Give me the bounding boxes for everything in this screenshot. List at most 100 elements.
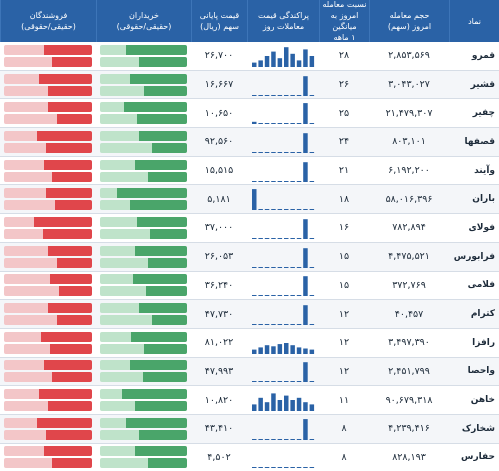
sellers-cell <box>0 444 96 471</box>
distribution-bar <box>303 467 308 469</box>
distribution-bar <box>309 324 315 326</box>
distribution-bar <box>284 381 289 383</box>
sellers-bar <box>4 389 92 400</box>
table-row[interactable]: وآیند ۶,۱۹۲,۲۰۰ ۲۱ ۱۵,۵۱۵ <box>0 157 499 186</box>
price-cell: ۳۷,۰۰۰ <box>204 222 234 234</box>
distribution-chart <box>252 342 315 354</box>
sellers-count-bar-legal <box>4 56 53 67</box>
table-row[interactable]: واحصا ۲,۴۵۱,۷۹۹ ۱۲ ۴۷,۹۹۳ <box>0 357 499 387</box>
distribution-bar <box>277 209 283 211</box>
buyers-bar <box>100 446 187 457</box>
header-buyers[interactable]: خریداران (حقیقی/حقوقی) <box>96 0 191 42</box>
sellers-bar <box>4 188 92 199</box>
table-row[interactable]: قصفها ۸۰۳,۱۰۱ ۲۴ ۹۲,۵۶۰ <box>0 128 499 157</box>
sellers-bar <box>4 130 92 141</box>
table-row[interactable]: شخارک ۴,۲۳۹,۴۱۶ ۸ ۴۳,۴۱۰ <box>0 414 499 444</box>
price-cell: ۸۱,۰۲۲ <box>204 337 234 349</box>
sellers-count-bar-real <box>52 458 92 469</box>
sellers-cell <box>0 99 96 127</box>
buyers-count-bar-legal <box>100 315 153 326</box>
sellers-bar <box>4 44 92 55</box>
ratio-cell: ۲۵ <box>338 107 350 119</box>
ratio-cell: ۲۱ <box>338 165 350 177</box>
distribution-bar <box>271 209 276 211</box>
buyers-count-bar <box>100 171 187 182</box>
table-row[interactable]: فرابورس ۴,۴۷۵,۵۲۱ ۱۵ ۲۶,۰۵۳ <box>0 242 499 272</box>
sellers-bar-legal <box>4 159 44 170</box>
sellers-bar-legal <box>4 44 44 55</box>
distribution-chart <box>252 189 315 211</box>
header-volume[interactable]: حجم معامله امروز (سهم) <box>369 0 449 42</box>
sellers-count-bar <box>4 458 92 469</box>
volume-cell: ۳,۴۹۷,۳۹۰ <box>388 337 430 349</box>
buyers-count-bar-legal <box>100 142 153 153</box>
buyers-count-bar <box>100 56 187 67</box>
table-row[interactable]: قشیر ۳,۰۴۳,۰۲۷ ۲۶ ۱۶,۶۶۷ <box>0 70 499 100</box>
header-distribution[interactable]: پراکندگی قیمت معاملات روز <box>247 0 319 42</box>
buyers-bar-legal <box>100 360 130 371</box>
distribution-bar <box>284 295 289 297</box>
distribution-bar <box>277 266 283 268</box>
sellers-bar-real <box>46 188 92 199</box>
buyers-bar-real <box>133 274 187 285</box>
sellers-bar <box>4 303 92 314</box>
distribution-bar <box>296 295 302 297</box>
sellers-cell <box>0 243 96 271</box>
distribution-bar <box>252 180 257 182</box>
buyers-count-bar-real <box>139 429 187 440</box>
table-row[interactable]: فولای ۷۸۲,۸۹۴ ۱۶ ۳۷,۰۰۰ <box>0 214 499 243</box>
table-row[interactable]: خاهن ۹۰,۶۷۹,۳۱۸ ۱۱ ۱۰,۸۲۰ <box>0 386 499 415</box>
header-ratio[interactable]: نسبت معامله امروز به میانگین ۱ ماهه <box>319 0 369 42</box>
price-cell: ۴۳,۴۱۰ <box>204 423 234 435</box>
sellers-count-bar-legal <box>4 257 57 268</box>
buyers-bar-legal <box>100 331 132 342</box>
distribution-cell <box>247 42 319 70</box>
distribution-bar <box>290 94 295 96</box>
distribution-bar <box>303 418 308 440</box>
distribution-bar <box>290 344 295 354</box>
distribution-bar <box>271 266 276 268</box>
buyers-count-bar <box>100 142 187 153</box>
sellers-bar <box>4 73 92 84</box>
table-row[interactable]: چفیر ۲۱,۴۷۹,۳۰۷ ۲۵ ۱۰,۶۵۰ <box>0 99 499 129</box>
sellers-bar-legal <box>4 274 50 285</box>
buyers-bar-legal <box>100 216 137 227</box>
price-cell: ۹۲,۵۶۰ <box>204 136 234 148</box>
distribution-bar <box>264 438 270 440</box>
volume-cell: ۲,۴۵۱,۷۹۹ <box>388 365 430 377</box>
distribution-bar <box>277 151 283 153</box>
table-row[interactable]: باران ۵۸,۰۱۶,۳۹۶ ۱۸ ۵,۱۸۱ <box>0 185 499 215</box>
sellers-count-bar <box>4 85 92 96</box>
table-row[interactable]: فلامی ۳۷۲,۷۶۹ ۱۵ ۳۶,۲۴۰ <box>0 272 499 301</box>
volume-cell: ۶,۱۹۲,۲۰۰ <box>388 165 430 177</box>
distribution-bar <box>309 404 315 412</box>
symbol-cell: حفارس <box>461 452 495 463</box>
buyers-count-bar-real <box>134 401 187 412</box>
buyers-bar <box>100 188 187 199</box>
table-row[interactable]: حفارس ۸۲۸,۱۹۳ ۸ ۴,۵۰۲ <box>0 444 499 471</box>
header-symbol[interactable]: نماد <box>449 0 499 42</box>
header-sellers[interactable]: فروشندگان (حقیقی/حقوقی) <box>0 0 96 42</box>
buyers-bar <box>100 102 187 113</box>
distribution-bar <box>309 237 315 239</box>
distribution-bar <box>277 94 283 96</box>
distribution-bar <box>277 58 283 67</box>
volume-cell: ۴,۲۳۹,۴۱۶ <box>388 423 430 435</box>
sellers-bar <box>4 159 92 170</box>
distribution-bar <box>252 467 257 469</box>
buyers-cell <box>96 386 191 414</box>
buyers-count-bar <box>100 343 187 354</box>
table-row[interactable]: کترام ۴۰,۴۵۷ ۱۲ ۴۷,۷۳۰ <box>0 300 499 329</box>
distribution-bar <box>264 381 270 383</box>
header-price[interactable]: قیمت پایانی سهم (ریال) <box>191 0 247 42</box>
ratio-cell: ۱۶ <box>338 222 350 234</box>
price-cell: ۱۰,۸۲۰ <box>204 394 234 406</box>
buyers-bar-real <box>139 303 187 314</box>
buyers-bar-real <box>126 417 187 428</box>
buyers-bar <box>100 73 187 84</box>
table-row[interactable]: رافزا ۳,۴۹۷,۳۹۰ ۱۲ ۸۱,۰۲۲ <box>0 329 499 358</box>
buyers-cell <box>96 185 191 213</box>
table-row[interactable]: قمرو ۲,۸۵۳,۵۶۹ ۲۸ ۲۶,۷۰۰ <box>0 42 499 71</box>
sellers-bar <box>4 102 92 113</box>
buyers-count-bar-legal <box>100 257 148 268</box>
